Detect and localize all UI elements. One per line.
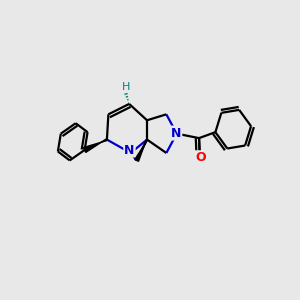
Text: N: N [171, 127, 181, 140]
Text: H: H [122, 82, 130, 92]
Text: O: O [196, 151, 206, 164]
Polygon shape [135, 139, 148, 161]
Text: N: N [124, 143, 135, 157]
Polygon shape [83, 139, 107, 152]
